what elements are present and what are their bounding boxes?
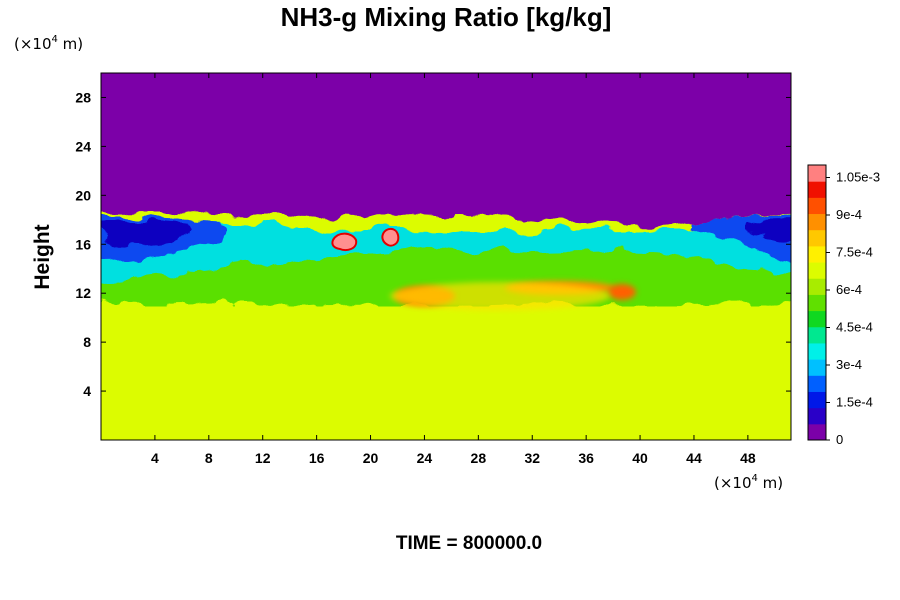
colorbar-ticks: 0 1.5e-4 3e-4 4.5e-4 6e-4 7.5e-4 9e-4 1.05e-3 [826, 170, 880, 447]
y-unit-suffix: m) [58, 35, 83, 53]
colorbar-segment [808, 165, 826, 182]
colorbar-segment [808, 229, 826, 247]
x-tick-label: 36 [578, 450, 594, 466]
colorbar-tick-label: 9e-4 [836, 207, 862, 222]
y-tick-label: 4 [83, 383, 91, 399]
colorbar-segment [808, 181, 826, 198]
colorbar-segment [808, 245, 826, 263]
band-darkblue-right [745, 218, 791, 241]
colorbar [808, 165, 826, 441]
x-tick-label: 44 [686, 450, 702, 466]
colorbar-tick-label: 4.5e-4 [836, 320, 873, 335]
cap-purple [101, 73, 791, 227]
y-tick-label: 8 [83, 334, 91, 350]
band-darkblue [101, 221, 192, 246]
x-axis-ticks: 4 8 12 16 20 24 28 32 36 40 44 48 [151, 73, 756, 466]
chart-title: NH3-g Mixing Ratio [kg/kg] [281, 2, 612, 32]
colorbar-frame [807, 164, 827, 441]
x-tick-label: 24 [417, 450, 433, 466]
colorbar-segment [808, 375, 826, 392]
time-label: TIME = 800000.0 [396, 533, 542, 554]
colorbar-segment [808, 197, 826, 215]
y-axis-unit: (×104 m) [14, 34, 83, 53]
colorbar-segment [808, 359, 826, 376]
colorbar-segment [808, 391, 826, 409]
x-tick-label: 16 [309, 450, 325, 466]
x-unit-exp: 4 [752, 473, 758, 484]
colorbar-tick-label: 1.05e-3 [836, 170, 880, 185]
y-tick-label: 24 [75, 138, 91, 154]
plot-frame [100, 72, 792, 441]
y-tick-label: 28 [75, 89, 91, 105]
y-tick-label: 12 [75, 285, 91, 301]
colorbar-tick-label: 7.5e-4 [836, 245, 873, 260]
y-unit-exp: 4 [52, 34, 58, 45]
colorbar-segment [808, 213, 826, 231]
turbulent-field [101, 73, 791, 307]
colorbar-segment [808, 326, 826, 344]
x-tick-label: 12 [255, 450, 271, 466]
y-axis-ticks: 4 8 12 16 20 24 28 [75, 89, 791, 399]
y-unit-prefix: (×10 [14, 35, 52, 53]
colorbar-segment [808, 342, 826, 360]
colorbar-segment [808, 294, 826, 312]
colorbar-segment [808, 262, 826, 279]
x-tick-label: 40 [632, 450, 648, 466]
colorbar-tick-label: 0 [836, 432, 843, 447]
colorbar-segment [808, 407, 826, 425]
colorbar-segment [808, 278, 826, 295]
peak-patch-right [381, 227, 400, 247]
x-tick-label: 32 [524, 450, 540, 466]
x-tick-label: 28 [471, 450, 487, 466]
band-cyan [101, 219, 791, 283]
colorbar-tick-label: 1.5e-4 [836, 395, 873, 410]
x-tick-label: 48 [740, 450, 756, 466]
x-tick-label: 20 [363, 450, 379, 466]
colorbar-tick-label: 6e-4 [836, 282, 862, 297]
x-tick-label: 8 [205, 450, 213, 466]
y-axis-label: Height [31, 224, 54, 289]
x-axis-unit: (×104 m) [714, 473, 783, 492]
y-tick-label: 16 [75, 236, 91, 252]
band-yellow [390, 282, 610, 310]
y-tick-label: 20 [75, 187, 91, 203]
x-unit-suffix: m) [758, 474, 783, 492]
colorbar-segment [808, 423, 826, 441]
colorbar-tick-label: 3e-4 [836, 357, 862, 372]
colorbar-segment [808, 310, 826, 328]
band-orange-far [608, 284, 636, 300]
plot-area [101, 73, 791, 440]
x-unit-prefix: (×10 [714, 474, 752, 492]
peak-patch-left [331, 232, 358, 252]
x-tick-label: 4 [151, 450, 159, 466]
